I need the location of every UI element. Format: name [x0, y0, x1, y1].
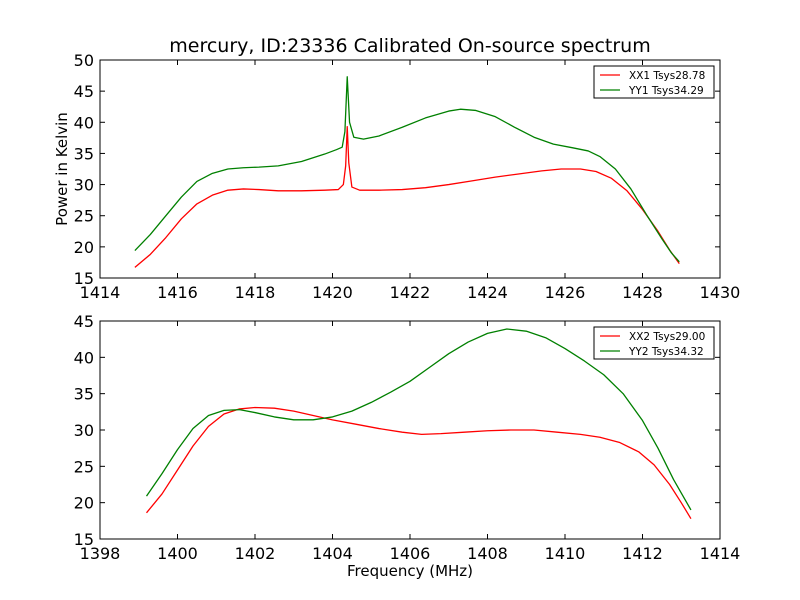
legend-label-xx2-tsys29-00: XX2 Tsys29.00 [629, 331, 705, 343]
x-tick-label: 1426 [545, 283, 586, 302]
x-tick-label: 1424 [467, 283, 508, 302]
series-line-xx2-tsys29-00 [145, 406, 692, 519]
x-tick-label: 1420 [312, 283, 353, 302]
x-tick-label: 1422 [390, 283, 431, 302]
x-tick-label: 1406 [390, 544, 431, 563]
y-tick-label: 45 [74, 82, 94, 101]
legend-label-yy1-tsys34-29: YY1 Tsys34.29 [628, 85, 704, 97]
chart-title: mercury, ID:23336 Calibrated On-source s… [169, 35, 650, 57]
y-tick-label: 40 [74, 113, 94, 132]
legend-box [593, 326, 715, 360]
x-tick-label: 1418 [235, 283, 276, 302]
top-plot: 1414 1416 1418 1420 1422 1424 1426 1428 1430 15 20… [53, 35, 740, 302]
x-tick-label: 1414 [700, 544, 741, 563]
y-tick-label: 40 [74, 348, 94, 367]
x-tick-label: 1416 [157, 283, 198, 302]
y-axis-label: Power in Kelvin [53, 112, 71, 226]
x-tick-label: 1428 [622, 283, 663, 302]
y-tick-label: 15 [74, 530, 94, 549]
series-line-xx1-tsys28-78 [134, 126, 680, 268]
y-tick-label: 30 [74, 176, 94, 195]
legend-label-yy2-tsys34-32: YY2 Tsys34.32 [628, 346, 704, 358]
x-tick-label: 1408 [467, 544, 508, 563]
x-tick-label: 1410 [545, 544, 586, 563]
y-tick-label: 50 [74, 51, 94, 70]
y-tick-label: 25 [74, 457, 94, 476]
y-tick-label: 35 [74, 144, 94, 163]
x-tick-label: 1404 [312, 544, 353, 563]
y-tick-label: 20 [74, 238, 94, 257]
x-axis-label: Frequency (MHz) [347, 562, 473, 580]
series-line-yy2-tsys34-32 [145, 328, 692, 511]
x-tick-label: 1430 [700, 283, 741, 302]
y-tick-label: 15 [74, 269, 94, 288]
x-tick-label: 1402 [235, 544, 276, 563]
x-tick-label: 1398 [80, 544, 121, 563]
x-tick-label: 1400 [157, 544, 198, 563]
legend: XX2 Tsys29.00 YY2 Tsys34.32 [593, 326, 715, 360]
x-tick-label: 1414 [80, 283, 121, 302]
bottom-plot: 1398 1400 1402 1404 1406 1408 1410 1412 1414 15 20… [74, 312, 741, 580]
y-tick-label: 30 [74, 421, 94, 440]
series-line-yy1-tsys34-29 [134, 76, 680, 263]
x-tick-label: 1412 [622, 544, 663, 563]
y-tick-label: 35 [74, 385, 94, 404]
legend-box [593, 65, 715, 99]
y-tick-label: 25 [74, 207, 94, 226]
y-tick-label: 20 [74, 494, 94, 513]
legend-label-xx1-tsys28-78: XX1 Tsys28.78 [629, 70, 705, 82]
legend: XX1 Tsys28.78 YY1 Tsys34.29 [593, 65, 715, 99]
y-tick-label: 45 [74, 312, 94, 331]
